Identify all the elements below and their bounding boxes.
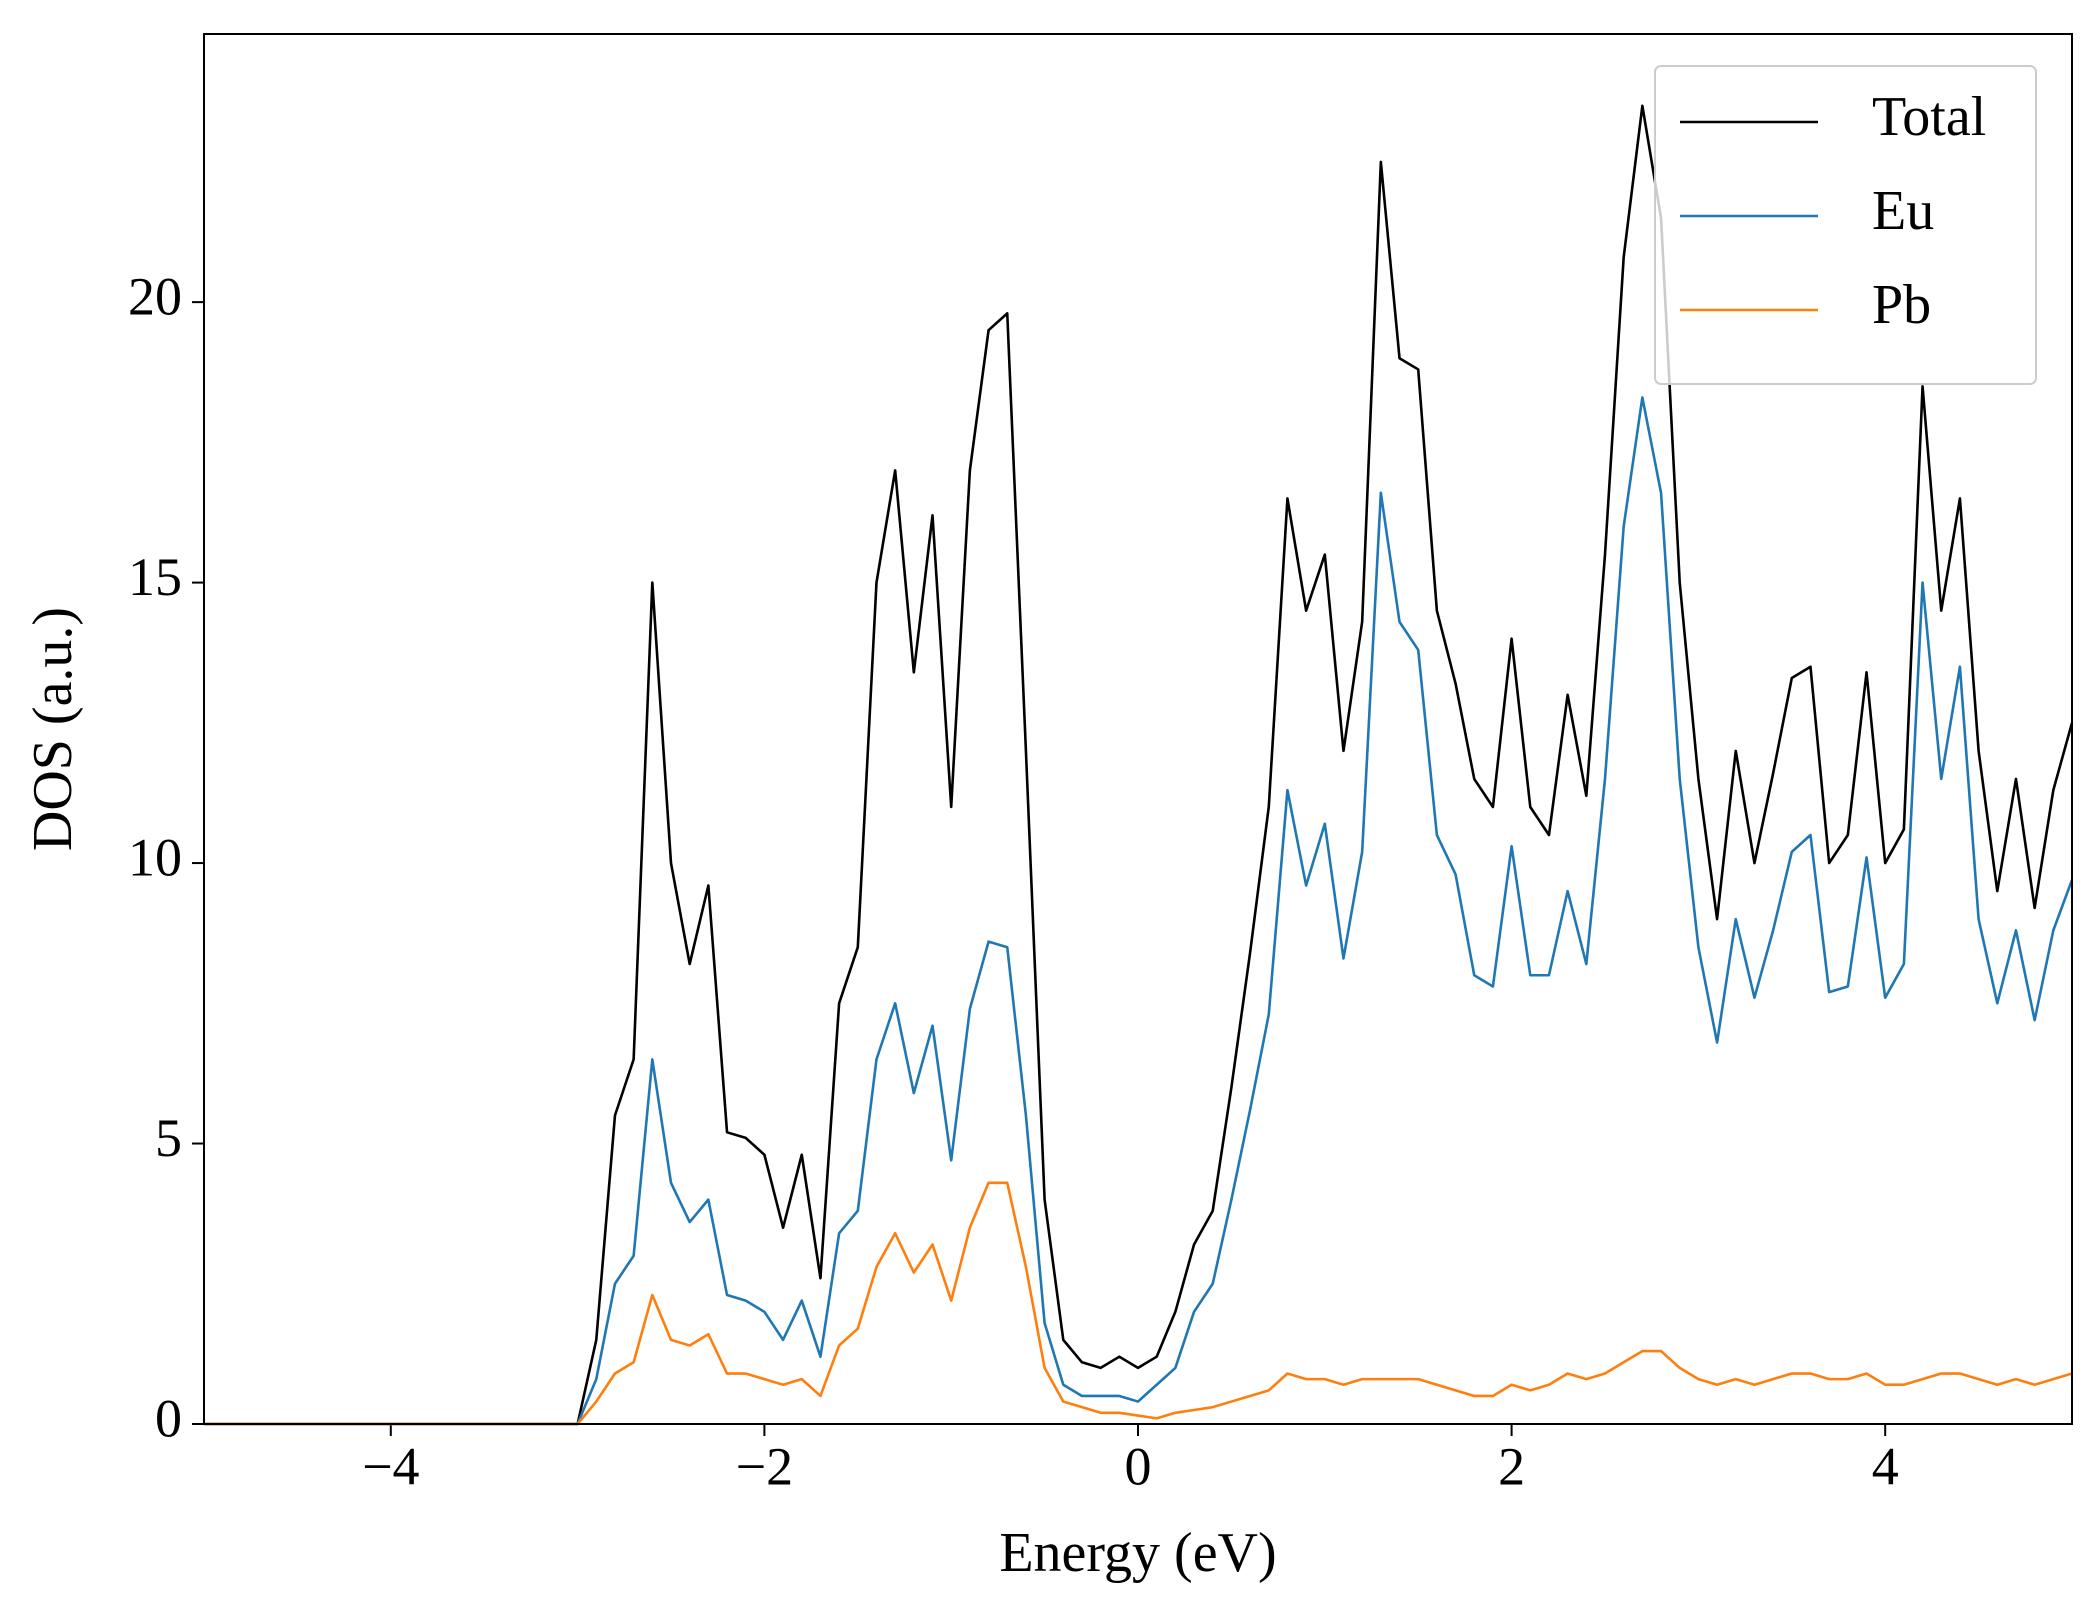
series-line	[204, 1181, 2073, 1426]
legend: Total Eu Pb	[1654, 65, 2037, 385]
x-tick-label: 2	[1498, 1436, 1525, 1496]
legend-label: Eu	[1872, 180, 1934, 242]
legend-label: Pb	[1872, 274, 1931, 336]
x-tick-label: 4	[1872, 1436, 1899, 1496]
x-tick-label: 0	[1125, 1436, 1152, 1496]
y-axis-label: DOS (a.u.)	[22, 607, 84, 851]
legend-box	[1654, 65, 2037, 385]
x-axis-label: Energy (eV)	[999, 1522, 1276, 1584]
y-tick-label: 20	[128, 267, 182, 327]
plot-frame	[203, 33, 2073, 1425]
y-tick-label: 0	[155, 1388, 182, 1448]
x-tick-label: −2	[736, 1436, 793, 1496]
legend-label: Total	[1872, 86, 1986, 148]
series-line	[204, 104, 2074, 1426]
y-tick-label: 5	[155, 1108, 182, 1168]
y-tick-label: 10	[128, 827, 182, 887]
series-line	[204, 396, 2074, 1426]
x-tick-label: −4	[362, 1436, 419, 1496]
y-tick-label: 15	[128, 547, 182, 607]
